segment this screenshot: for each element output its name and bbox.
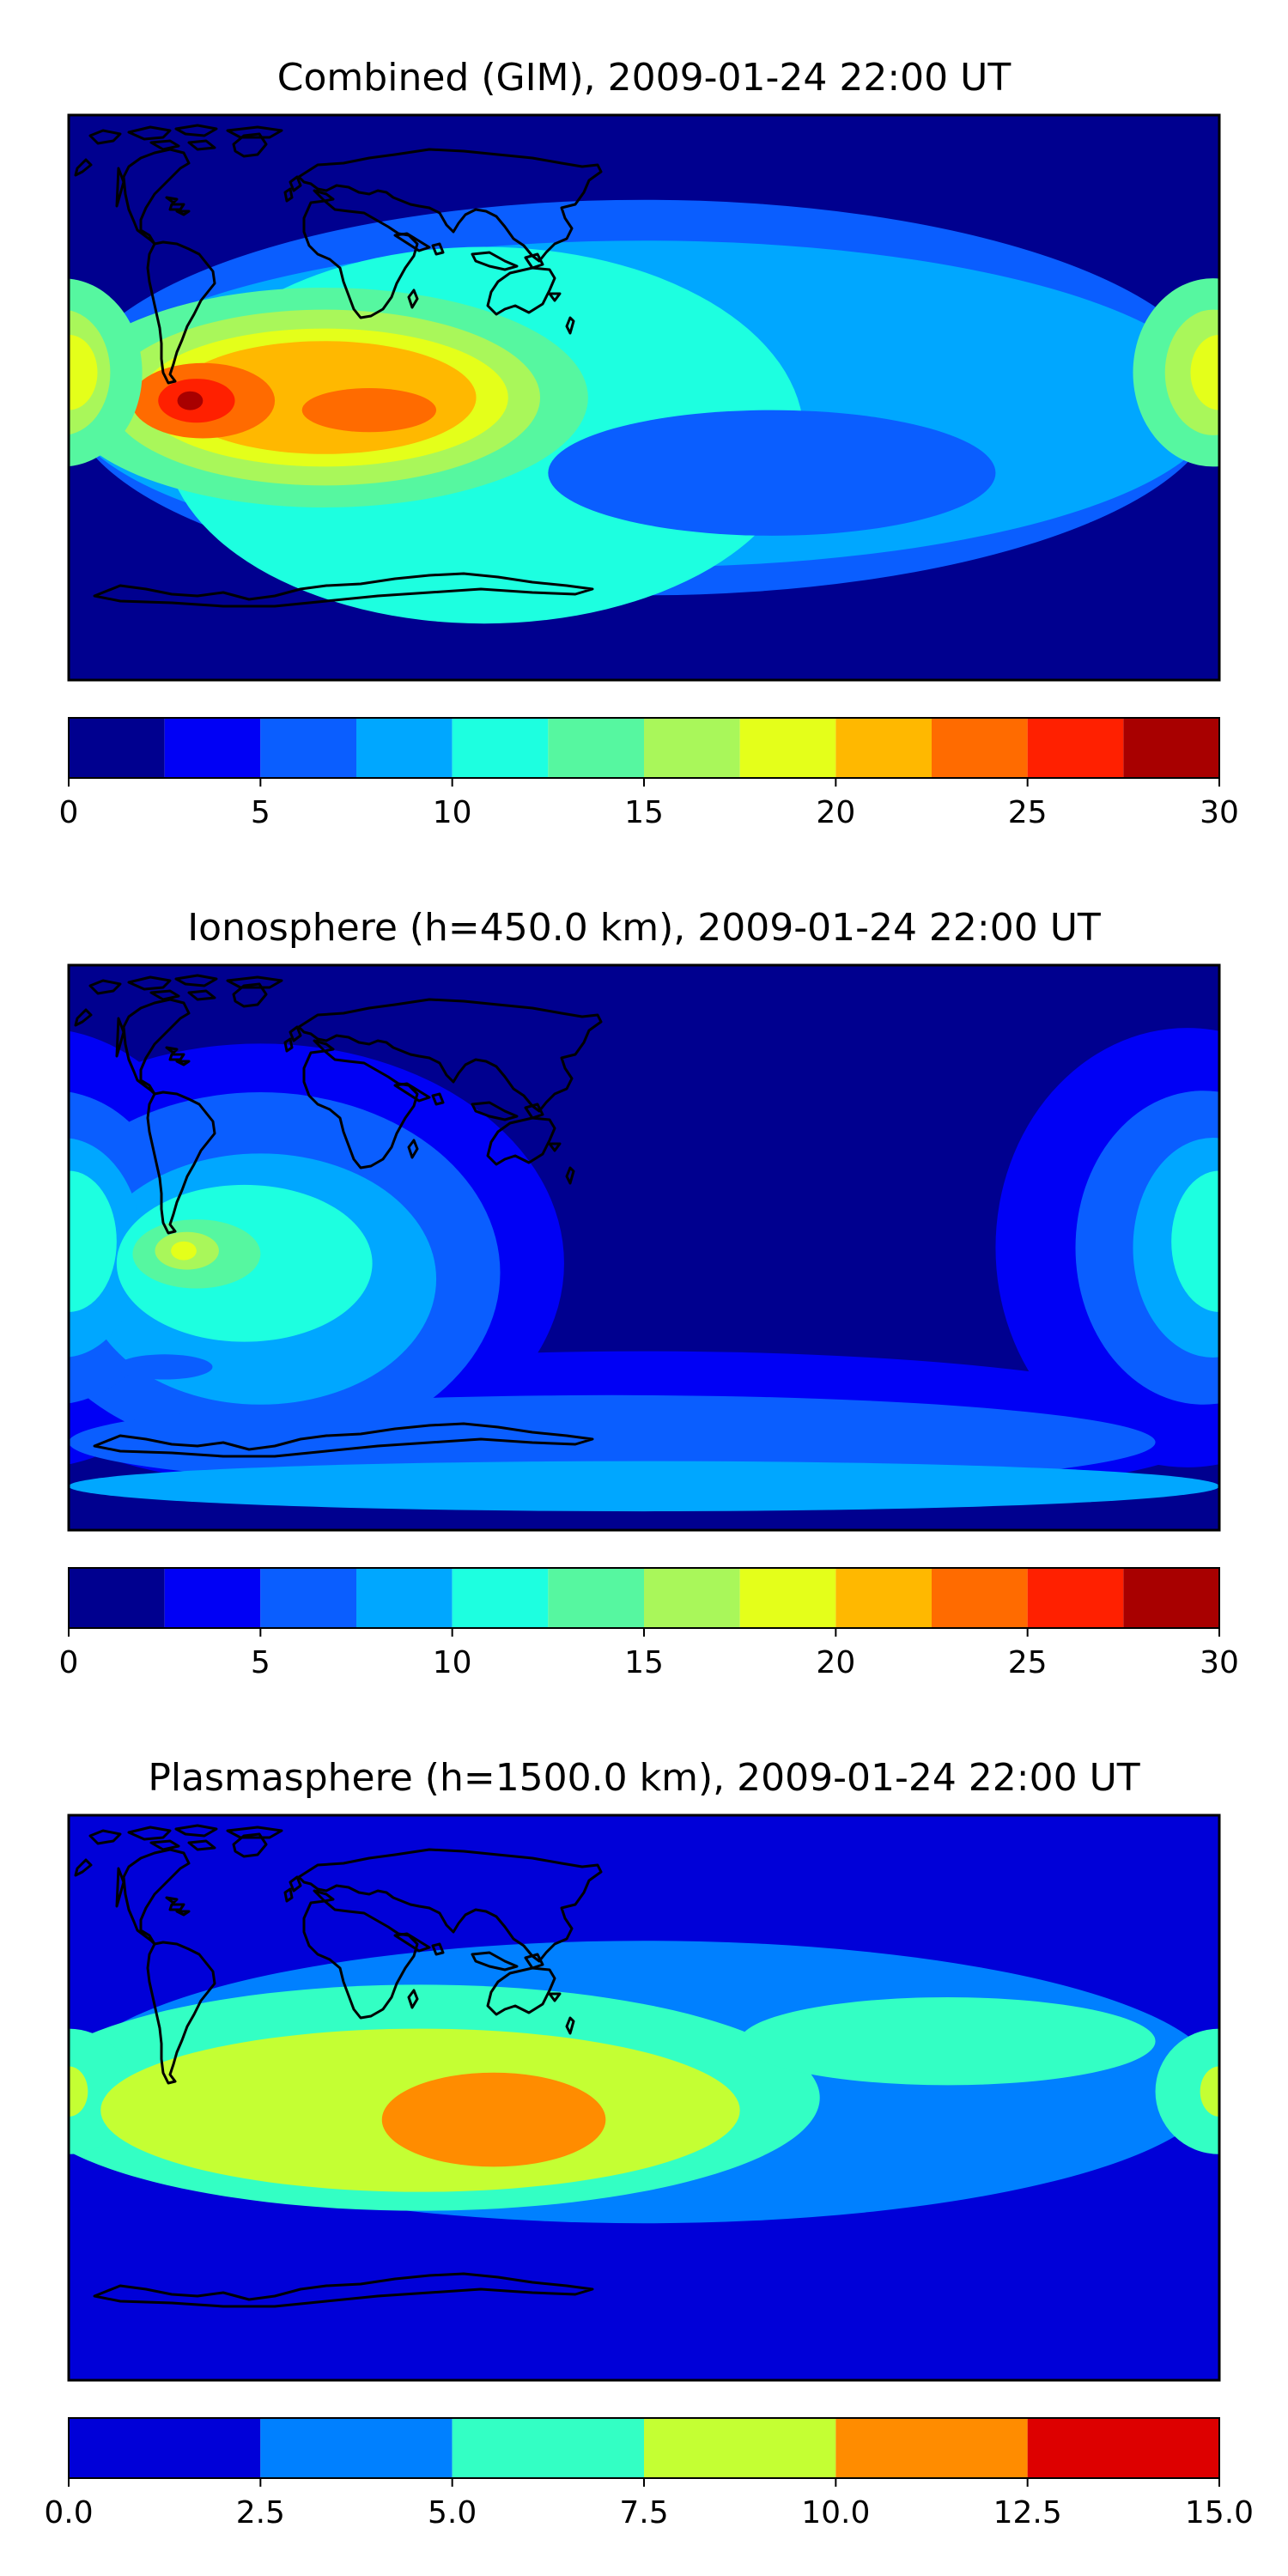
contour-level-east-edge-crest (1190, 334, 1219, 410)
colorbar-tick-label: 15.0 (1185, 2495, 1254, 2530)
colorbar-tick-label: 0 (59, 1645, 79, 1680)
colorbar-tick-label: 10.0 (801, 2495, 870, 2530)
contour-level-pacific-low (116, 1354, 213, 1380)
colorbar-segment (452, 718, 549, 778)
colorbar-segment (356, 718, 453, 778)
contour-level-east-edge-crest (69, 2066, 88, 2117)
contour-level-asian-crest (739, 1997, 1156, 2086)
colorbar-tick-label: 2.5 (236, 2495, 285, 2530)
colorbar-tick-label: 25 (1008, 795, 1048, 830)
contour-map (69, 115, 1219, 680)
map-frame (67, 113, 1221, 682)
colorbar-tick-label: 20 (816, 1645, 855, 1680)
colorbar-segment (644, 718, 740, 778)
contour-level-east-band (69, 1170, 117, 1312)
contour-level-south-america-peak (381, 2072, 606, 2167)
colorbar-tick-label: 15 (624, 795, 664, 830)
colorbar-segment (835, 2418, 1028, 2478)
colorbar-tick-label: 10 (433, 795, 472, 830)
panel-title: Plasmasphere (h=1500.0 km), 2009-01-24 2… (148, 1756, 1139, 1800)
colorbar-segment (69, 1568, 165, 1628)
contour-level-south-band (69, 1461, 1219, 1512)
colorbar-segment (1123, 1568, 1219, 1628)
map-frame (67, 1814, 1221, 2382)
colorbar-segment (932, 1568, 1028, 1628)
colorbar-segment (164, 718, 261, 778)
panel-combined: Combined (GIM), 2009-01-24 22:00 UT 0 5 10… (59, 56, 1239, 830)
colorbar-segment (548, 718, 644, 778)
contour-level-east-edge-crest (1200, 2066, 1219, 2117)
colorbar-segment (644, 2418, 836, 2478)
map-frame (67, 963, 1221, 1532)
panel-title: Ionosphere (h=450.0 km), 2009-01-24 22:0… (187, 906, 1101, 950)
contour-level-west-pacific-peak (177, 391, 204, 410)
colorbar-segment (739, 1568, 836, 1628)
colorbar-segment (932, 718, 1028, 778)
panel-title: Combined (GIM), 2009-01-24 22:00 UT (277, 56, 1012, 100)
colorbar-segment (644, 1568, 740, 1628)
contour-level-west-crest (171, 1241, 197, 1261)
colorbar-segment (452, 1568, 549, 1628)
colorbar-tick-label: 30 (1200, 1645, 1239, 1680)
contour-fills (69, 115, 1219, 680)
colorbar-segment (260, 1568, 356, 1628)
contour-level-east-edge-crest (69, 334, 98, 410)
colorbar-segment (69, 718, 165, 778)
contour-map (69, 965, 1219, 1530)
colorbar-segment (356, 1568, 453, 1628)
colorbar-tick-label: 10 (433, 1645, 472, 1680)
colorbar-segment (1123, 718, 1219, 778)
colorbar-segment (835, 718, 932, 778)
colorbar-segment (260, 718, 356, 778)
colorbar: 0 5 10 15 20 25 30 (59, 717, 1239, 830)
colorbar-segment (1027, 1568, 1124, 1628)
contour-map (69, 1815, 1219, 2380)
colorbar-tick-label: 20 (816, 795, 855, 830)
contour-fills (69, 965, 1219, 1530)
panel-ionosphere: Ionosphere (h=450.0 km), 2009-01-24 22:0… (59, 906, 1239, 1680)
colorbar-segment (1027, 718, 1124, 778)
panel-plasmasphere: Plasmasphere (h=1500.0 km), 2009-01-24 2… (44, 1756, 1254, 2530)
colorbar-tick-label: 25 (1008, 1645, 1048, 1680)
colorbar-segment (164, 1568, 261, 1628)
colorbar-segment (69, 2418, 261, 2478)
contour-level-east-edge-crest (1155, 2028, 1219, 2154)
colorbar-segment (260, 2418, 453, 2478)
colorbar-tick-label: 0 (59, 795, 79, 830)
colorbar: 0.0 2.5 5.0 7.5 10.0 12.5 15.0 (44, 2417, 1254, 2530)
contour-level-east-band (1171, 1170, 1219, 1312)
contour-level-south-america-peak (301, 388, 437, 433)
colorbar-tick-label: 30 (1200, 795, 1239, 830)
colorbar-tick-label: 12.5 (993, 2495, 1062, 2530)
colorbar-tick-label: 15 (624, 1645, 664, 1680)
colorbar-segment (739, 718, 836, 778)
colorbar-segment (548, 1568, 644, 1628)
colorbar-segment (452, 2418, 644, 2478)
colorbar-tick-label: 5 (251, 795, 270, 830)
colorbar-segment (1027, 2418, 1219, 2478)
contour-level-indian-ocean-low (548, 410, 996, 536)
colorbar-tick-label: 5.0 (428, 2495, 477, 2530)
colorbar-tick-label: 7.5 (619, 2495, 668, 2530)
colorbar: 0 5 10 15 20 25 30 (59, 1567, 1239, 1680)
colorbar-segment (835, 1568, 932, 1628)
colorbar-tick-label: 5 (251, 1645, 270, 1680)
colorbar-tick-label: 0.0 (44, 2495, 93, 2530)
